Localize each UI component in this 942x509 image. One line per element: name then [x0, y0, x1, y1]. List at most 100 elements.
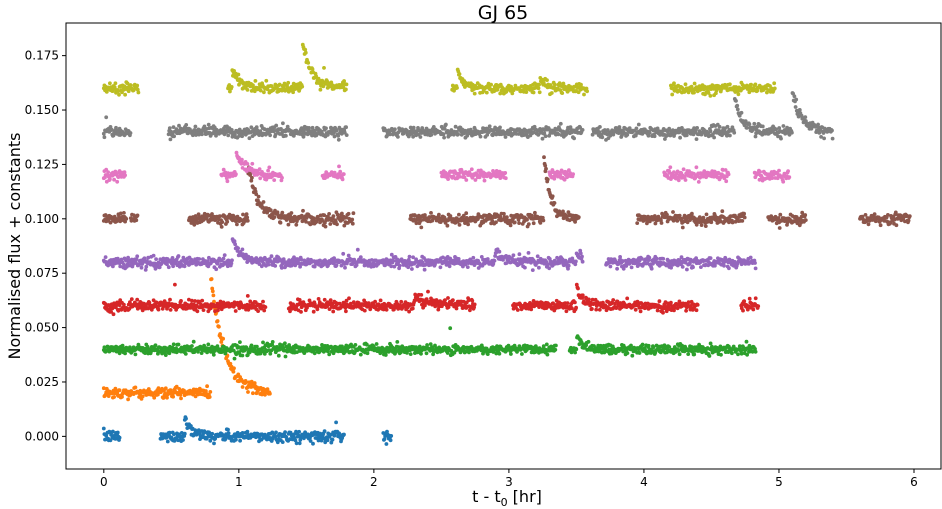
- data-point: [429, 211, 433, 215]
- data-point: [184, 416, 188, 421]
- data-point: [530, 268, 535, 272]
- data-point: [445, 223, 450, 228]
- data-point: [907, 214, 912, 219]
- data-point: [179, 396, 183, 401]
- data-point: [625, 351, 630, 355]
- data-point: [238, 438, 243, 443]
- data-point: [438, 265, 443, 270]
- data-point: [451, 298, 455, 303]
- data-point: [216, 308, 220, 313]
- data-point: [228, 361, 233, 366]
- data-point: [163, 353, 168, 357]
- data-point: [448, 326, 453, 331]
- data-point: [240, 247, 245, 252]
- data-point: [235, 222, 239, 227]
- data-point: [283, 430, 287, 434]
- data-point: [758, 170, 762, 174]
- data-point: [640, 257, 644, 261]
- data-point: [297, 441, 302, 446]
- data-point: [664, 309, 669, 314]
- data-point: [669, 265, 673, 270]
- data-point: [601, 300, 605, 305]
- data-point: [433, 304, 438, 309]
- data-point: [686, 352, 691, 356]
- data-point: [454, 306, 459, 311]
- data-point: [541, 218, 546, 223]
- data-point: [123, 173, 127, 178]
- data-point: [395, 340, 400, 344]
- data-point: [334, 420, 338, 425]
- data-point: [894, 223, 899, 228]
- data-point: [200, 298, 205, 303]
- data-point: [215, 319, 220, 323]
- data-point: [351, 211, 356, 216]
- data-point: [268, 208, 273, 213]
- data-point: [545, 177, 550, 182]
- data-point: [545, 352, 550, 357]
- data-point: [266, 262, 271, 267]
- data-point: [580, 293, 585, 298]
- data-point: [407, 254, 412, 259]
- data-point: [117, 388, 122, 393]
- data-point: [196, 349, 200, 354]
- data-point: [236, 246, 241, 251]
- data-point: [878, 223, 883, 228]
- data-point: [748, 255, 753, 260]
- data-point: [196, 212, 201, 217]
- series-5-points: [101, 155, 912, 230]
- data-point: [112, 177, 116, 182]
- data-point: [111, 312, 116, 317]
- data-point: [146, 255, 151, 260]
- data-point: [190, 298, 194, 303]
- data-point: [306, 257, 310, 262]
- data-point: [906, 218, 911, 223]
- data-point: [103, 255, 108, 259]
- data-point: [740, 219, 745, 223]
- data-point: [544, 166, 548, 171]
- data-point: [262, 352, 267, 356]
- data-point: [241, 212, 245, 217]
- data-point: [211, 352, 216, 357]
- data-point: [777, 226, 782, 230]
- data-point: [232, 366, 236, 371]
- data-point: [220, 220, 225, 225]
- data-point: [231, 369, 236, 374]
- data-point: [280, 175, 284, 180]
- data-point: [464, 211, 469, 216]
- data-point: [342, 432, 346, 437]
- data-point: [597, 307, 602, 312]
- data-point: [280, 210, 285, 215]
- data-point: [334, 263, 339, 268]
- data-point: [256, 194, 261, 199]
- data-point: [737, 344, 742, 349]
- data-point: [212, 441, 216, 446]
- data-point: [214, 267, 219, 272]
- data-point: [472, 302, 477, 307]
- data-point: [221, 256, 226, 261]
- data-point: [182, 264, 187, 269]
- data-point: [350, 221, 355, 226]
- data-point: [245, 429, 250, 434]
- data-point: [273, 434, 278, 439]
- data-point: [709, 220, 714, 225]
- data-point: [686, 300, 691, 305]
- data-point: [298, 264, 302, 269]
- data-point: [171, 394, 176, 399]
- data-point: [753, 349, 758, 354]
- data-point: [363, 300, 368, 305]
- data-point: [339, 263, 344, 268]
- data-point: [190, 344, 194, 348]
- data-point: [210, 431, 215, 436]
- data-point: [419, 351, 423, 356]
- data-point: [165, 395, 169, 400]
- data-point: [533, 210, 537, 215]
- data-point: [337, 164, 341, 169]
- data-point: [140, 394, 145, 399]
- data-point: [358, 352, 363, 357]
- data-point: [183, 352, 188, 356]
- data-point: [240, 157, 244, 162]
- data-point: [373, 299, 377, 304]
- data-point: [651, 345, 656, 350]
- data-point: [263, 305, 268, 309]
- data-point: [249, 178, 254, 183]
